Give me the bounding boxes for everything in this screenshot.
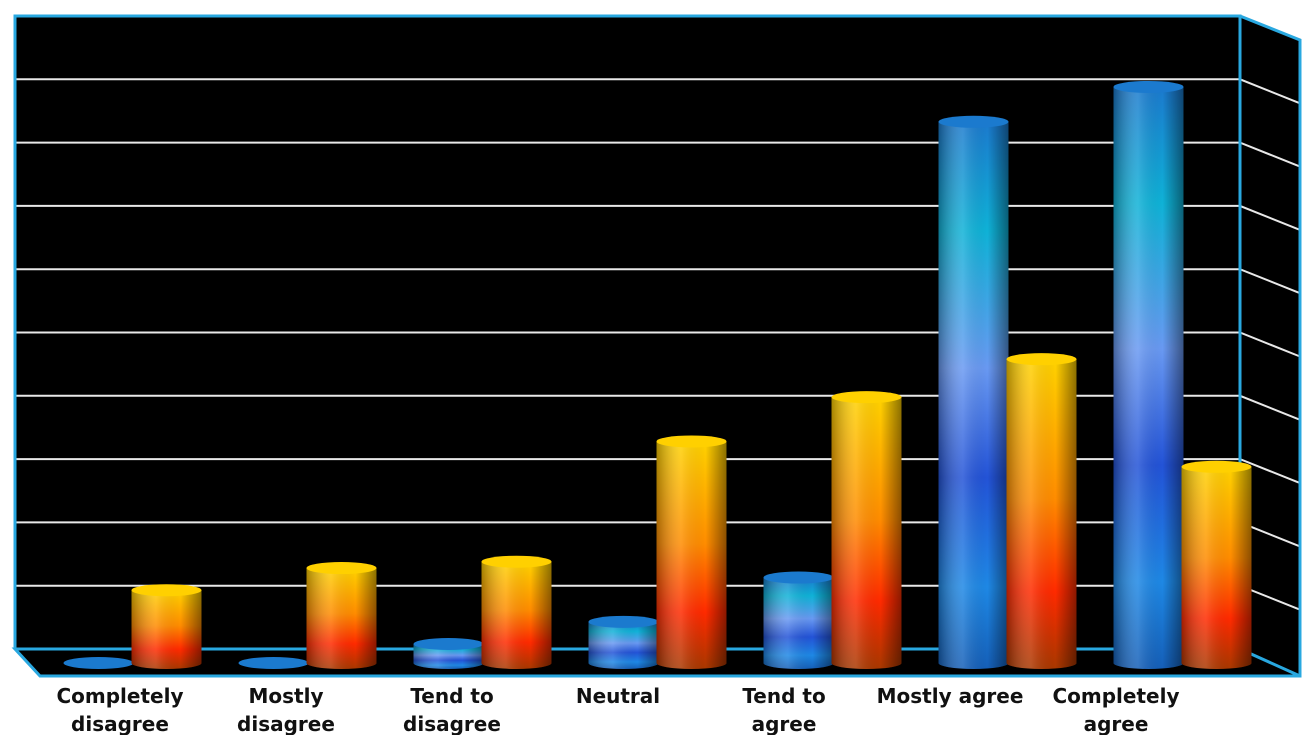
x-tick-label: Neutral <box>575 684 661 708</box>
plot <box>11 14 1302 678</box>
bar <box>1181 460 1252 669</box>
bar <box>588 615 659 669</box>
bar <box>131 584 202 669</box>
x-tick-label: Completely disagree <box>56 684 184 735</box>
x-tick-label: Tend to disagree <box>403 684 501 735</box>
bar <box>656 435 727 669</box>
x-tick-label: Mostly disagree <box>237 684 335 735</box>
x-tick-label: Completely agree <box>1052 684 1180 735</box>
x-tick-label: Tend to agree <box>742 684 826 735</box>
bar <box>831 391 902 669</box>
bar <box>481 555 552 669</box>
bar <box>763 571 834 669</box>
x-tick-label: Mostly agree <box>876 684 1024 708</box>
bar <box>238 657 309 669</box>
bar <box>306 562 377 669</box>
bar <box>938 115 1009 669</box>
bar <box>1113 80 1184 670</box>
bar <box>63 657 134 669</box>
bar <box>413 638 484 669</box>
bar <box>1006 353 1077 669</box>
plot-border <box>11 14 1302 678</box>
